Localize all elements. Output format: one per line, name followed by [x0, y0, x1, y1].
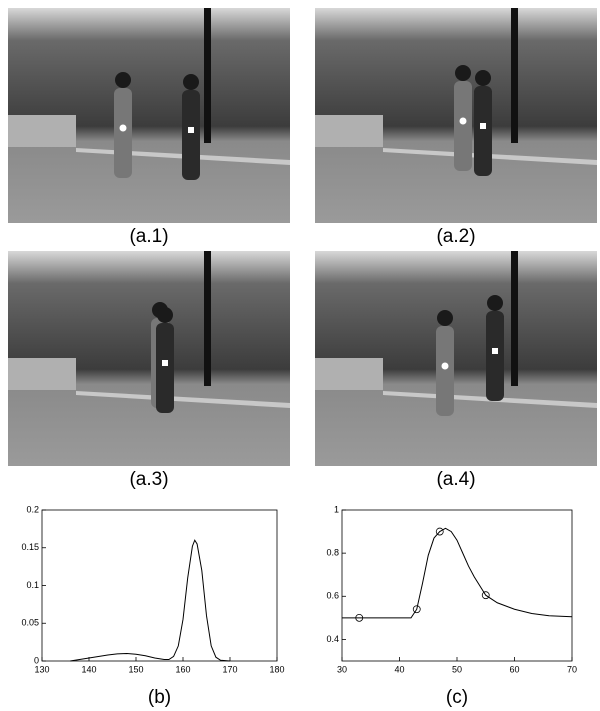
y-tick-label: 0.4 [326, 634, 339, 644]
person-head [157, 307, 173, 323]
x-tick-label: 50 [452, 664, 462, 674]
wall [315, 115, 383, 147]
x-tick-label: 130 [34, 664, 49, 674]
person-head [437, 310, 453, 326]
person-head [455, 65, 471, 81]
person-head [115, 72, 131, 88]
x-tick-label: 40 [394, 664, 404, 674]
person-head [487, 295, 503, 311]
person [182, 90, 200, 180]
y-tick-label: 0.05 [21, 618, 39, 628]
tracking-marker [459, 117, 467, 125]
y-tick-label: 0.8 [326, 548, 339, 558]
data-line [70, 539, 231, 662]
x-tick-label: 30 [337, 664, 347, 674]
tracking-marker [441, 362, 449, 370]
y-tick-label: 0 [34, 655, 39, 665]
photo [315, 8, 597, 223]
caption: (a.2) [436, 226, 475, 247]
plot-frame [341, 509, 573, 662]
person-head [183, 74, 199, 90]
caption: (a.3) [129, 469, 168, 490]
y-tick-label: 0.1 [26, 580, 39, 590]
person [454, 81, 472, 171]
plot-frame [41, 509, 278, 662]
person [114, 88, 132, 178]
pole [511, 8, 518, 143]
y-tick-label: 0.6 [326, 591, 339, 601]
x-tick-label: 60 [509, 664, 519, 674]
x-tick-label: 180 [269, 664, 284, 674]
caption: (c) [446, 687, 468, 708]
person [436, 326, 454, 416]
caption: (a.1) [129, 226, 168, 247]
y-tick-label: 0.15 [21, 542, 39, 552]
photo [8, 251, 290, 466]
x-tick-label: 170 [222, 664, 237, 674]
tracking-marker [492, 348, 498, 354]
pole [511, 251, 518, 386]
x-tick-label: 140 [81, 664, 96, 674]
photo [315, 251, 597, 466]
data-marker [412, 605, 421, 614]
person [156, 323, 174, 413]
person [474, 86, 492, 176]
pole [204, 8, 211, 143]
caption: (b) [148, 687, 171, 708]
tracking-marker [188, 127, 194, 133]
data-marker [355, 613, 364, 622]
x-tick-label: 160 [175, 664, 190, 674]
tracking-marker [480, 123, 486, 129]
wall [8, 115, 76, 147]
data-marker [435, 527, 444, 536]
curb [76, 391, 290, 408]
data-line [342, 527, 573, 619]
caption: (a.4) [436, 469, 475, 490]
photo [8, 8, 290, 223]
x-tick-label: 70 [567, 664, 577, 674]
wall [315, 358, 383, 390]
y-tick-label: 1 [334, 504, 339, 514]
person [486, 311, 504, 401]
tracking-marker [119, 124, 127, 132]
wall [8, 358, 76, 390]
pole [204, 251, 211, 386]
data-marker [481, 591, 490, 600]
person-head [475, 70, 491, 86]
y-tick-label: 0.2 [26, 504, 39, 514]
x-tick-label: 150 [128, 664, 143, 674]
tracking-marker [162, 360, 168, 366]
